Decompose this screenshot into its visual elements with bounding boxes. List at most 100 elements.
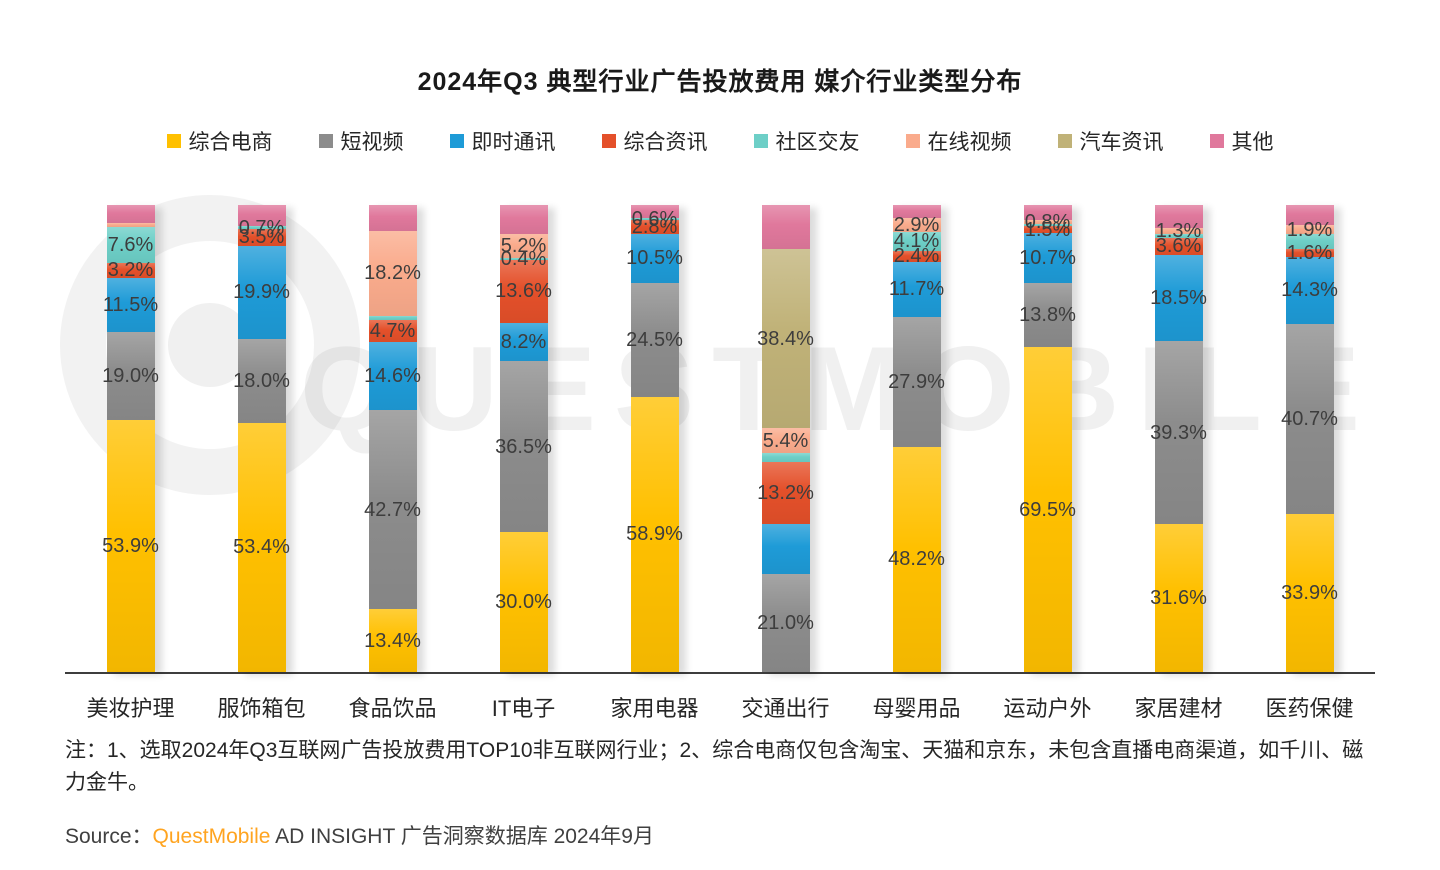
segment-社区交友 bbox=[1154, 234, 1203, 238]
segment-value-label: 33.9% bbox=[1281, 581, 1338, 604]
segment-综合电商 bbox=[1023, 347, 1072, 672]
bar-column-家居建材: 31.6% 39.3% 18.5% 3.6% 1.3% bbox=[1113, 205, 1244, 672]
stacked-bar bbox=[892, 205, 941, 672]
stacked-bar bbox=[368, 205, 417, 672]
segment-短视频 bbox=[368, 410, 417, 610]
segment-短视频 bbox=[892, 316, 941, 447]
segment-综合电商 bbox=[630, 396, 679, 672]
segment-综合资讯 bbox=[630, 220, 679, 234]
segment-综合电商 bbox=[106, 420, 155, 672]
legend: 综合电商 短视频 即时通讯 综合资讯 社区交友 在线视频 汽车资讯 其他 bbox=[65, 126, 1375, 156]
segment-value-label: 39.3% bbox=[1150, 421, 1207, 444]
segment-value-label: 19.9% bbox=[233, 281, 290, 304]
segment-在线视频 bbox=[1154, 228, 1203, 235]
segment-value-label: 14.6% bbox=[364, 364, 421, 387]
segment-综合资讯 bbox=[237, 229, 286, 246]
segment-社区交友 bbox=[630, 217, 679, 221]
segment-综合资讯 bbox=[1154, 237, 1203, 255]
segment-value-label: 13.8% bbox=[1019, 304, 1076, 327]
bar-column-交通出行: 21.0% 13.2% 5.4% 38.4% bbox=[720, 205, 851, 672]
segment-value-label: 1.9% bbox=[1286, 218, 1333, 241]
segment-即时通讯 bbox=[368, 341, 417, 411]
segment-其他 bbox=[368, 205, 417, 231]
segment-value-label: 5.2% bbox=[500, 234, 547, 257]
segment-社区交友 bbox=[1285, 233, 1334, 250]
bar-column-家用电器: 58.9% 24.5% 10.5% 2.8% 0.6% bbox=[589, 205, 720, 672]
segment-value-label: 11.7% bbox=[888, 278, 945, 301]
stacked-bar bbox=[630, 205, 679, 672]
legend-item-社区交友: 社区交友 bbox=[753, 126, 860, 156]
segment-综合电商 bbox=[368, 609, 417, 672]
segment-value-label: 14.3% bbox=[1281, 279, 1338, 302]
legend-label: 综合资讯 bbox=[623, 131, 708, 154]
segment-value-label: 27.9% bbox=[888, 370, 945, 393]
segment-value-label: 1.5% bbox=[1024, 218, 1071, 241]
segment-value-label: 2.8% bbox=[631, 215, 678, 238]
segment-value-label: 1.3% bbox=[1155, 220, 1202, 243]
stacked-bar bbox=[499, 205, 548, 672]
segment-短视频 bbox=[499, 361, 548, 532]
legend-label: 在线视频 bbox=[927, 131, 1012, 154]
segment-综合电商 bbox=[1285, 513, 1334, 672]
bar-column-IT电子: 30.0% 36.5% 8.2% 13.6% 0.4% 5.2% bbox=[458, 205, 589, 672]
segment-value-label: 58.9% bbox=[626, 523, 683, 546]
legend-swatch-icon bbox=[601, 134, 616, 148]
stacked-bar bbox=[1154, 205, 1203, 672]
segment-即时通讯 bbox=[892, 262, 941, 317]
segment-社区交友 bbox=[761, 453, 810, 462]
segment-短视频 bbox=[1023, 283, 1072, 348]
segment-value-label: 24.5% bbox=[626, 328, 683, 351]
segment-综合资讯 bbox=[106, 262, 155, 278]
segment-value-label: 2.4% bbox=[893, 245, 940, 268]
legend-swatch-icon bbox=[166, 134, 181, 148]
segment-综合电商 bbox=[892, 446, 941, 672]
segment-value-label: 42.7% bbox=[364, 498, 421, 521]
category-label-美妆护理: 美妆护理 bbox=[86, 696, 175, 721]
legend-item-综合电商: 综合电商 bbox=[166, 126, 273, 156]
segment-在线视频 bbox=[1285, 225, 1334, 234]
bar-column-美妆护理: 53.9% 19.0% 11.5% 3.2% 7.6% bbox=[65, 205, 196, 672]
segment-value-label: 0.8% bbox=[1024, 211, 1071, 234]
category-label-服饰箱包: 服饰箱包 bbox=[217, 696, 306, 721]
legend-item-其他: 其他 bbox=[1209, 126, 1274, 156]
segment-value-label: 3.5% bbox=[238, 226, 285, 249]
segment-value-label: 31.6% bbox=[1150, 587, 1207, 610]
segment-value-label: 53.4% bbox=[233, 536, 290, 559]
segment-value-label: 48.2% bbox=[888, 548, 945, 571]
segment-即时通讯 bbox=[1023, 233, 1072, 283]
bar-column-母婴用品: 48.2% 27.9% 11.7% 2.4% 4.1% 2.9% bbox=[851, 205, 982, 672]
segment-value-label: 7.6% bbox=[107, 234, 154, 257]
segment-短视频 bbox=[237, 338, 286, 423]
stacked-bar bbox=[761, 205, 810, 672]
stacked-bar bbox=[106, 205, 155, 672]
stacked-bar bbox=[1285, 205, 1334, 672]
segment-即时通讯 bbox=[499, 323, 548, 362]
segment-value-label: 4.7% bbox=[369, 319, 416, 342]
bar-column-服饰箱包: 53.4% 18.0% 19.9% 3.5% 0.7% bbox=[196, 205, 327, 672]
segment-其他 bbox=[1154, 205, 1203, 229]
legend-swatch-icon bbox=[753, 134, 768, 148]
legend-label: 其他 bbox=[1231, 131, 1274, 154]
legend-label: 社区交友 bbox=[775, 131, 860, 154]
segment-value-label: 10.7% bbox=[1019, 247, 1076, 269]
segment-社区交友 bbox=[106, 227, 155, 263]
segment-即时通讯 bbox=[630, 233, 679, 283]
legend-label: 即时通讯 bbox=[471, 131, 556, 154]
stacked-bar bbox=[237, 205, 286, 672]
segment-value-label: 18.0% bbox=[233, 369, 290, 392]
legend-item-短视频: 短视频 bbox=[318, 126, 404, 156]
segment-value-label: 3.2% bbox=[107, 259, 154, 282]
segment-综合电商 bbox=[237, 422, 286, 672]
source-brand: QuestMobile bbox=[152, 825, 271, 848]
segment-综合资讯 bbox=[368, 319, 417, 342]
segment-value-label: 5.4% bbox=[762, 429, 809, 452]
segment-综合资讯 bbox=[499, 259, 548, 324]
segment-value-label: 0.4% bbox=[500, 247, 547, 270]
legend-swatch-icon bbox=[905, 134, 920, 148]
segment-value-label: 2.9% bbox=[893, 213, 940, 236]
chart-area: QUESTMOBILE 53.9% 19.0% 11.5% 3.2% 7.6% 53.4%… bbox=[60, 195, 1375, 674]
stacked-bar bbox=[1023, 205, 1072, 672]
segment-综合电商 bbox=[499, 531, 548, 672]
segment-value-label: 38.4% bbox=[757, 327, 814, 350]
